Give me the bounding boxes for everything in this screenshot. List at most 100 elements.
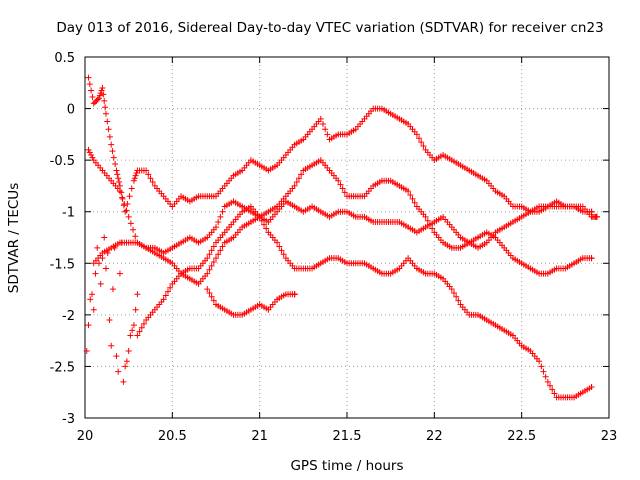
data-point	[97, 280, 104, 287]
data-point	[217, 213, 224, 220]
data-point	[85, 74, 92, 81]
data-point	[102, 110, 109, 117]
data-point	[88, 291, 95, 298]
y-tick-label: -2	[62, 309, 75, 324]
data-point	[104, 249, 111, 256]
x-tick-label: 22.5	[507, 429, 536, 444]
y-tick-label: -3	[62, 412, 75, 427]
y-axis-label: SDTVAR / TECUs	[6, 183, 22, 293]
data-point	[204, 255, 211, 262]
data-point	[130, 177, 137, 184]
data-point	[130, 226, 137, 233]
grid	[85, 57, 609, 418]
data-point	[122, 208, 129, 215]
y-tick-label: 0.5	[54, 51, 75, 66]
data-point	[263, 225, 270, 232]
y-tick-label: -1	[62, 206, 75, 221]
data-point	[131, 175, 138, 182]
data-point	[210, 297, 217, 304]
data-point	[97, 90, 104, 97]
data-point	[93, 97, 100, 104]
data-point	[593, 213, 600, 220]
data-point	[210, 258, 217, 265]
data-point	[588, 255, 595, 262]
data-points	[83, 74, 600, 401]
data-point	[125, 347, 132, 354]
data-point	[337, 181, 344, 188]
y-tick-label: -1.5	[50, 257, 75, 272]
series-scatter-cluster	[83, 234, 141, 385]
data-point	[208, 262, 215, 269]
data-point	[322, 126, 329, 133]
data-point	[149, 179, 156, 186]
data-point	[88, 87, 95, 94]
data-point	[213, 255, 219, 262]
data-point	[420, 142, 427, 149]
data-point	[122, 363, 129, 370]
data-point	[88, 151, 95, 158]
data-point	[102, 265, 109, 272]
data-point	[295, 175, 302, 182]
data-point	[540, 368, 547, 375]
data-point	[134, 332, 141, 339]
data-point	[206, 251, 213, 258]
data-point	[206, 266, 213, 273]
x-tick-label: 20.5	[158, 429, 187, 444]
x-tick-label: 22	[426, 429, 443, 444]
data-point	[87, 296, 94, 303]
data-point	[109, 286, 116, 293]
data-point	[94, 244, 101, 251]
data-point	[86, 81, 93, 88]
data-point	[339, 185, 346, 192]
data-point	[413, 131, 420, 138]
data-point	[99, 255, 106, 262]
data-point	[101, 97, 108, 104]
data-point	[94, 96, 101, 103]
x-tick-labels: 20 20.5 21 21.5 22 22.5 23	[77, 429, 618, 444]
data-point	[261, 221, 268, 228]
data-point	[104, 118, 111, 125]
data-point	[145, 171, 152, 178]
data-point	[134, 291, 141, 298]
data-point	[217, 247, 224, 254]
data-point	[450, 289, 457, 296]
data-point	[136, 328, 143, 335]
data-point	[258, 217, 265, 224]
data-point	[547, 382, 554, 389]
data-point	[118, 189, 125, 196]
data-point	[125, 213, 132, 220]
data-point	[101, 234, 108, 241]
data-point	[133, 170, 140, 177]
axis-ticks	[84, 56, 610, 419]
data-point	[95, 95, 102, 102]
y-tick-label: -2.5	[50, 360, 75, 375]
data-point	[167, 284, 174, 291]
data-point	[113, 167, 120, 174]
data-point	[405, 188, 412, 195]
x-tick-label: 21.5	[333, 429, 362, 444]
data-point	[409, 195, 416, 202]
data-point	[407, 191, 414, 198]
data-point	[335, 177, 342, 184]
data-point	[298, 171, 305, 178]
data-point	[127, 332, 134, 339]
data-point	[116, 179, 123, 186]
data-point	[319, 121, 326, 128]
data-point	[99, 84, 106, 91]
data-point	[92, 270, 99, 277]
data-point	[411, 199, 418, 206]
data-point	[113, 353, 120, 360]
data-point	[219, 208, 226, 215]
data-point	[132, 233, 139, 240]
data-point	[106, 317, 113, 324]
data-point	[115, 175, 122, 182]
data-point	[219, 243, 226, 250]
chart-title: Day 013 of 2016, Sidereal Day-to-day VTE…	[56, 20, 603, 36]
data-point	[544, 378, 551, 385]
data-point	[455, 297, 462, 304]
data-point	[110, 154, 117, 161]
data-point	[89, 154, 96, 161]
data-point	[588, 208, 595, 215]
data-point	[123, 358, 130, 365]
